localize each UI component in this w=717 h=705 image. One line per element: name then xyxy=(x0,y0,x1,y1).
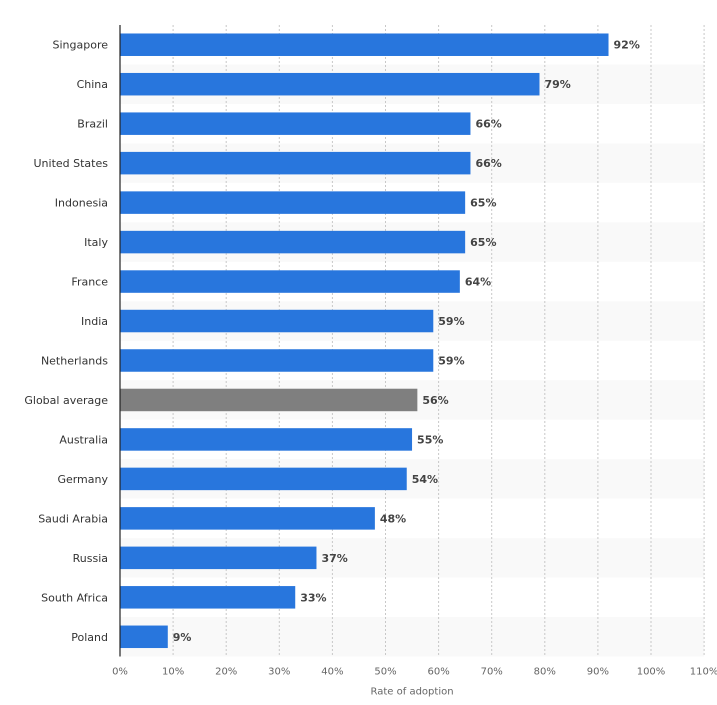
data-label: 48% xyxy=(380,512,406,525)
x-tick-label: 30% xyxy=(268,667,290,678)
x-tick-label: 20% xyxy=(215,667,237,678)
category-label: Brazil xyxy=(77,118,108,131)
x-tick-label: 50% xyxy=(374,667,396,678)
data-label: 79% xyxy=(544,78,570,91)
bar-china xyxy=(120,72,540,96)
x-tick-label: 0% xyxy=(112,667,128,678)
data-label: 66% xyxy=(475,157,501,170)
x-tick-label: 100% xyxy=(637,667,666,678)
category-label: South Africa xyxy=(41,591,108,604)
bar-australia xyxy=(120,428,413,451)
x-tick-label: 60% xyxy=(427,667,449,678)
bar-netherlands xyxy=(120,349,434,372)
data-label: 9% xyxy=(173,631,192,644)
category-label: United States xyxy=(34,157,109,170)
data-label: 56% xyxy=(422,394,448,407)
x-tick-label: 90% xyxy=(587,667,609,678)
data-label: 55% xyxy=(417,433,443,446)
category-label: India xyxy=(81,315,108,328)
bar-indonesia xyxy=(120,191,466,214)
bar-south-africa xyxy=(120,586,296,609)
x-tick-label: 40% xyxy=(321,667,343,678)
bar-germany xyxy=(120,467,407,491)
category-label: Netherlands xyxy=(41,354,108,367)
category-label: China xyxy=(77,78,108,91)
data-label: 65% xyxy=(470,236,496,249)
data-label: 92% xyxy=(614,39,640,52)
bar-italy xyxy=(120,230,466,254)
bar-brazil xyxy=(120,112,471,135)
category-label: France xyxy=(71,276,108,289)
category-label: Poland xyxy=(71,631,108,644)
data-label: 37% xyxy=(321,552,347,565)
category-label: Indonesia xyxy=(55,197,108,210)
category-label: Italy xyxy=(84,236,108,249)
bar-poland xyxy=(120,625,168,649)
data-label: 33% xyxy=(300,591,326,604)
bar-singapore xyxy=(120,33,609,56)
x-axis-title: Rate of adoption xyxy=(371,687,454,698)
data-label: 59% xyxy=(438,315,464,328)
bar-united-states xyxy=(120,151,471,175)
x-tick-label: 10% xyxy=(162,667,184,678)
bar-global-average xyxy=(120,388,418,412)
data-label: 66% xyxy=(475,118,501,131)
category-label: Global average xyxy=(24,394,108,407)
data-label: 64% xyxy=(465,276,491,289)
category-label: Singapore xyxy=(53,39,109,52)
category-label: Saudi Arabia xyxy=(38,512,108,525)
category-label: Russia xyxy=(73,552,108,565)
bar-france xyxy=(120,270,460,293)
data-label: 54% xyxy=(412,473,438,486)
bar-russia xyxy=(120,546,317,570)
bar-saudi-arabia xyxy=(120,507,375,530)
row-band xyxy=(120,617,705,657)
x-tick-label: 80% xyxy=(534,667,556,678)
x-tick-label: 110% xyxy=(690,667,717,678)
category-label: Australia xyxy=(59,433,108,446)
x-tick-label: 70% xyxy=(481,667,503,678)
bar-india xyxy=(120,309,434,333)
data-label: 59% xyxy=(438,354,464,367)
data-label: 65% xyxy=(470,197,496,210)
category-label: Germany xyxy=(57,473,108,486)
